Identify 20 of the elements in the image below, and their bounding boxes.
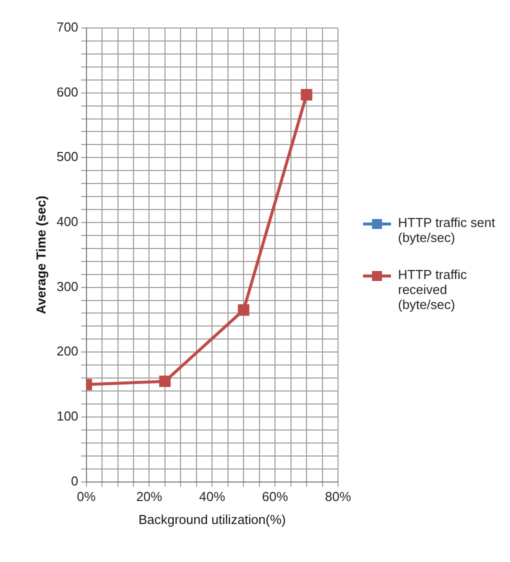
y-tick-label: 400 [56, 214, 78, 230]
y-tick-label: 700 [56, 20, 78, 35]
y-tick-label: 0 [71, 473, 78, 488]
x-axis-title: Background utilization(%) [138, 512, 286, 527]
y-tick-label: 500 [56, 149, 78, 164]
legend-label: HTTP traffic sent (byte/sec) [398, 215, 496, 245]
y-tick-label: 300 [56, 278, 78, 294]
y-tick-label: 100 [56, 408, 78, 424]
x-tick-label: 40% [199, 489, 226, 504]
x-tick-label: 0% [76, 489, 96, 504]
y-tick-label: 600 [56, 84, 78, 100]
x-tick-label: 60% [262, 489, 289, 504]
point [300, 89, 312, 101]
point [159, 376, 171, 388]
legend-label: HTTP traffic received (byte/sec) [398, 267, 468, 312]
y-tick-label: 200 [56, 344, 78, 359]
y-axis-title: Average Time (sec) [33, 196, 48, 314]
point [238, 304, 250, 316]
x-tick-label: 20% [136, 489, 163, 504]
x-tick-label: 80% [324, 489, 352, 504]
